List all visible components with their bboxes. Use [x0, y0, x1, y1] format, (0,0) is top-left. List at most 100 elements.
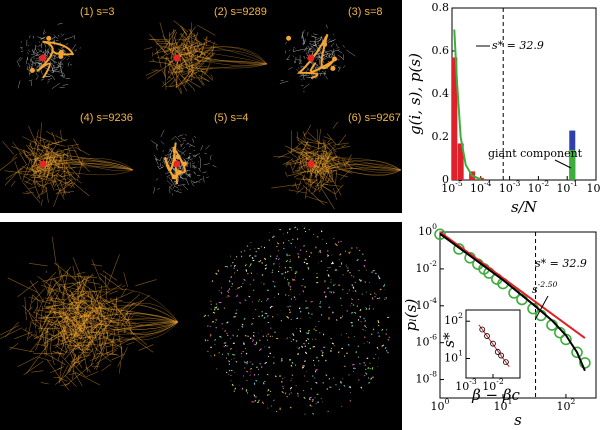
edge	[199, 181, 201, 183]
edge	[316, 56, 321, 59]
y-axis-label: g(i, s), p(s)	[406, 53, 424, 135]
edge	[293, 60, 296, 64]
edge	[28, 186, 36, 190]
edge	[31, 319, 56, 323]
edge	[307, 178, 314, 182]
point	[502, 359, 509, 366]
small-component	[226, 265, 229, 268]
small-component	[363, 374, 366, 377]
edge	[49, 288, 52, 292]
edge	[50, 367, 62, 374]
edge	[61, 300, 179, 323]
edge	[329, 56, 333, 58]
small-component	[296, 317, 299, 319]
edge	[33, 129, 39, 154]
edge	[58, 313, 67, 316]
edge	[155, 40, 169, 43]
edge	[168, 47, 174, 74]
edge	[35, 66, 40, 69]
edge	[27, 306, 33, 312]
small-component	[261, 401, 264, 405]
edge	[312, 154, 402, 173]
edge	[28, 166, 41, 174]
edge	[55, 344, 67, 354]
edge	[53, 143, 66, 147]
edge	[39, 122, 42, 144]
edge	[183, 49, 268, 65]
edge	[24, 180, 33, 185]
edge	[152, 58, 155, 62]
small-component	[356, 305, 359, 308]
edge	[162, 157, 165, 164]
small-component	[343, 384, 346, 387]
small-component	[365, 368, 367, 371]
small-component	[215, 319, 217, 321]
small-component	[241, 387, 244, 390]
edge	[29, 334, 45, 352]
edge	[37, 44, 43, 47]
edge	[200, 145, 203, 151]
edge	[177, 134, 184, 137]
edge	[53, 66, 60, 69]
edge	[195, 55, 268, 65]
edge	[54, 333, 82, 348]
edge	[85, 366, 92, 373]
edge	[4, 167, 22, 186]
edge	[36, 136, 60, 146]
edge	[20, 50, 24, 53]
edge	[19, 57, 23, 62]
edge	[157, 188, 160, 190]
edge	[73, 309, 94, 321]
edge	[198, 74, 210, 83]
small-component	[264, 267, 267, 270]
edge	[66, 177, 90, 197]
edge	[314, 39, 322, 43]
edge	[58, 61, 60, 65]
small-component	[251, 340, 254, 343]
edge	[105, 344, 116, 348]
edge	[63, 284, 65, 316]
edge	[14, 331, 33, 340]
edge	[45, 322, 60, 329]
edge	[64, 149, 77, 152]
x-tick-label: 10-1	[556, 179, 578, 195]
edge	[329, 40, 335, 42]
small-component	[231, 383, 234, 387]
small-component	[358, 278, 361, 281]
edge	[146, 63, 171, 80]
edge	[73, 314, 79, 324]
edge	[155, 158, 159, 166]
edge	[45, 50, 48, 54]
small-component	[214, 339, 217, 341]
chart: 10-5 10-4 10-3 10-2 10-1 100 0 0.2 0.4 0.6 0.8 s/N g…	[406, 1, 600, 216]
edge	[66, 307, 179, 323]
small-component	[322, 351, 324, 354]
small-component	[273, 285, 276, 288]
small-component	[250, 367, 253, 370]
component-node	[181, 161, 187, 167]
edge	[64, 37, 68, 41]
edge	[156, 43, 178, 53]
small-component	[296, 392, 299, 395]
edge	[169, 67, 182, 95]
edge	[40, 166, 134, 171]
edge	[22, 304, 43, 328]
edge	[77, 320, 100, 326]
edge	[301, 158, 306, 169]
edge	[311, 49, 313, 52]
edge	[92, 278, 99, 300]
edge	[40, 161, 134, 171]
edge	[167, 71, 172, 74]
edge	[148, 60, 166, 64]
x-tick-label: 10-2	[528, 179, 550, 195]
y-tick-label: 100	[418, 222, 437, 238]
edge	[287, 150, 298, 159]
edge	[22, 175, 48, 189]
edge	[47, 78, 53, 81]
edge	[52, 75, 56, 81]
small-component	[315, 369, 318, 371]
small-component	[286, 278, 289, 281]
small-component	[305, 339, 308, 342]
edge	[174, 67, 188, 70]
edge	[317, 73, 327, 75]
